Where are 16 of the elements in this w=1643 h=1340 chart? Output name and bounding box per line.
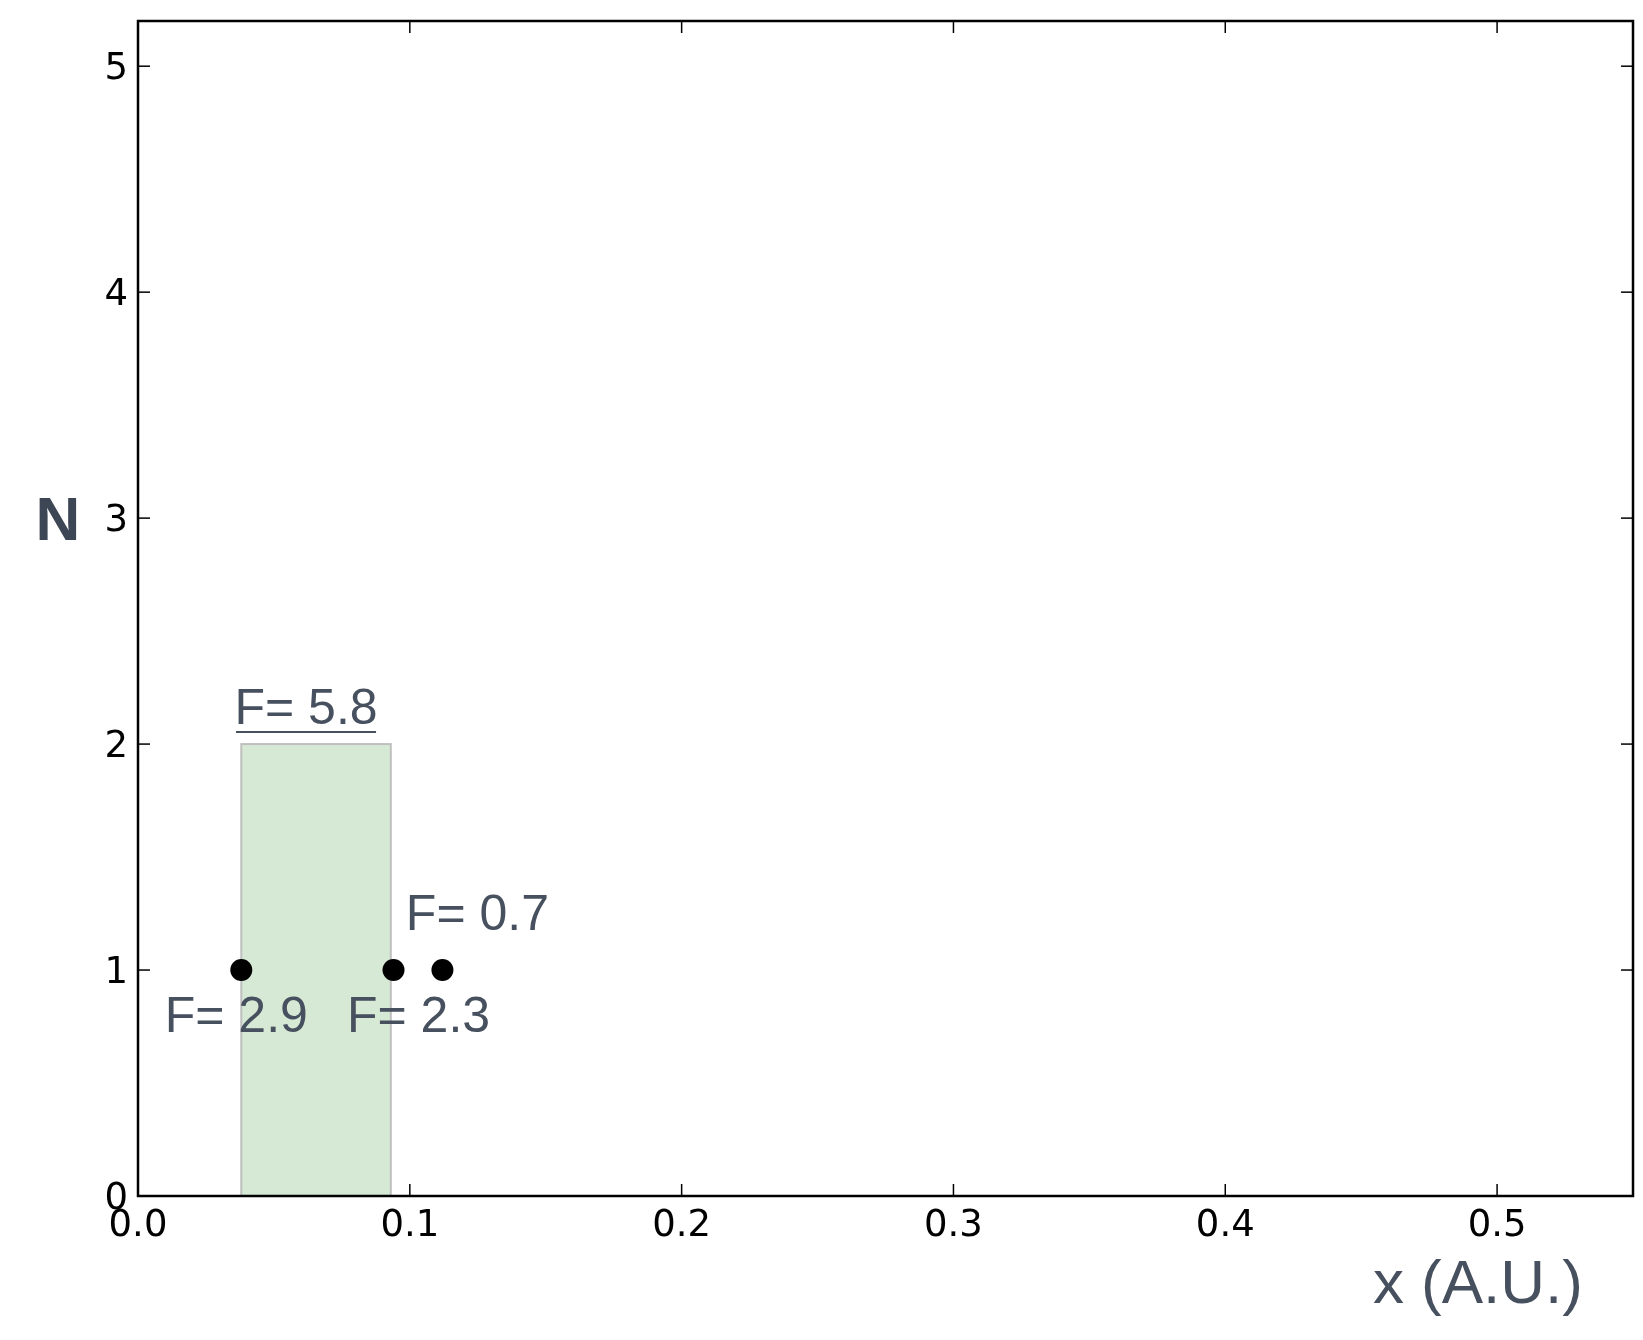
y-tick-label: 4	[104, 271, 128, 315]
x-tick-label: 0.2	[652, 1202, 712, 1245]
annotation: F= 2.3	[346, 987, 491, 1044]
annotation: F= 5.8	[234, 679, 378, 736]
x-tick-label: 0.4	[1195, 1202, 1255, 1245]
x-tick-label: 0.5	[1467, 1202, 1527, 1245]
y-tick-label: 2	[104, 723, 128, 767]
x-tick-label: 0.1	[380, 1202, 440, 1245]
y-tick-label: 3	[104, 497, 128, 541]
x-tick-label: 0.3	[924, 1202, 983, 1245]
annotation: F= 2.9	[164, 987, 308, 1044]
annotation: F= 0.7	[405, 885, 550, 942]
y-axis-title: N	[35, 483, 81, 553]
y-tick-label: 5	[104, 45, 128, 89]
y-tick-label: 1	[104, 948, 128, 992]
x-axis-title: x (A.U.)	[1372, 1247, 1583, 1316]
